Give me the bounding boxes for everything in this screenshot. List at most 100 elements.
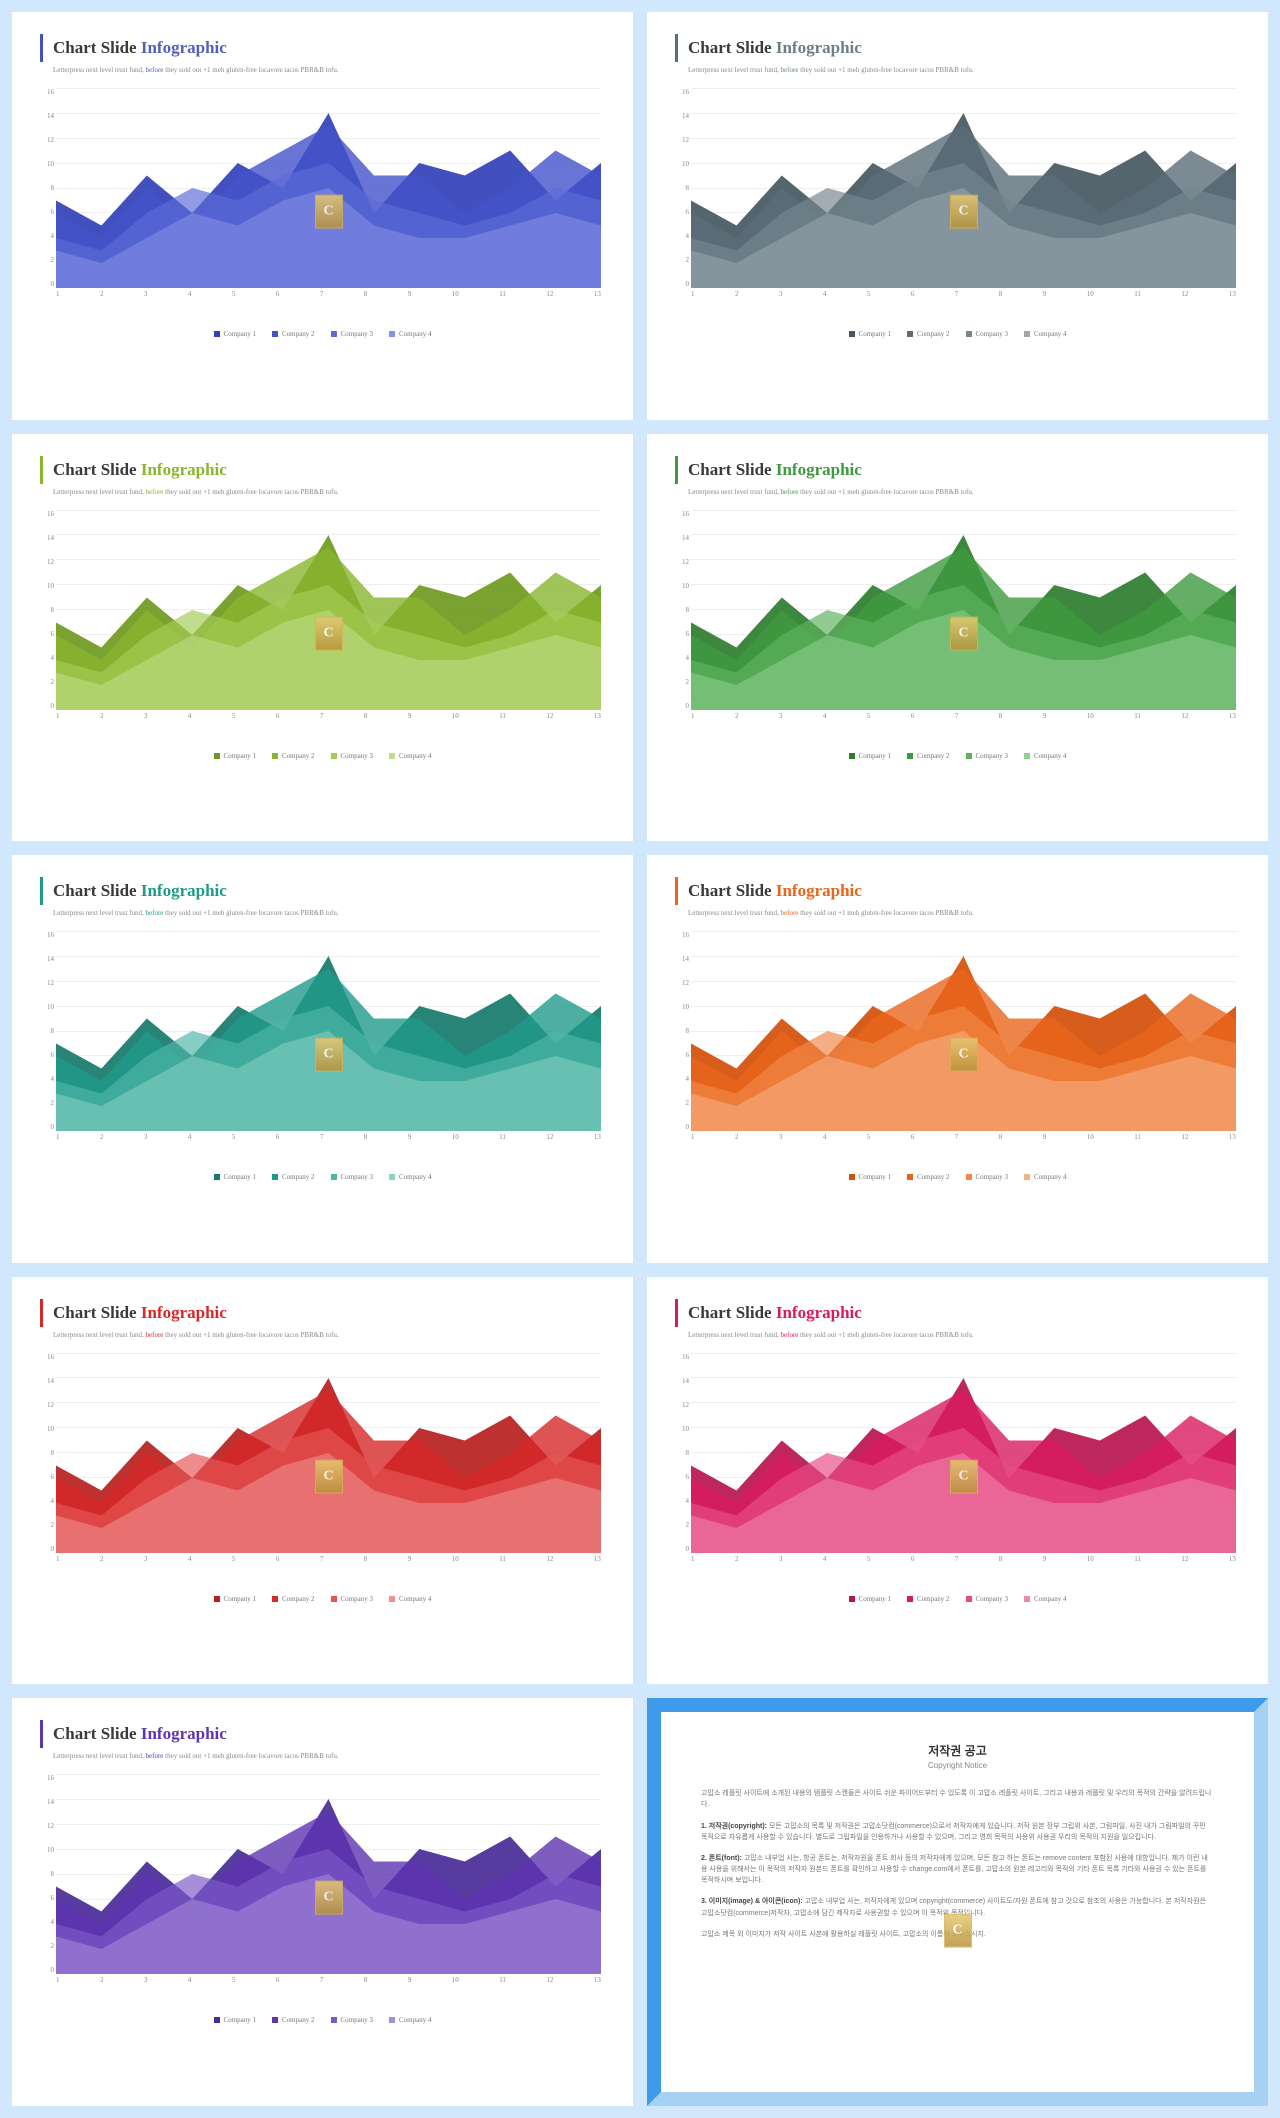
chart-area: 1614121086420 12345678910111213 C (56, 1353, 601, 1573)
x-tick-label: 4 (823, 712, 827, 730)
legend-swatch-icon (331, 331, 337, 337)
copyright-p4: 3. 이미지(image) & 아이콘(icon): 고맙소 내부업 사는, 저… (701, 1896, 1214, 1918)
title-prefix: Chart Slide (688, 38, 776, 57)
legend-swatch-icon (1024, 331, 1030, 337)
y-tick-label: 6 (40, 1894, 54, 1902)
x-tick-label: 3 (144, 1133, 148, 1151)
y-axis-labels: 1614121086420 (675, 88, 689, 288)
y-tick-label: 2 (675, 256, 689, 264)
x-tick-label: 2 (735, 1133, 739, 1151)
copyright-p5: 고맙소 제목 외 이미지가 저작 사이트 사본에 활용하실 레플릿 사이트, 고… (701, 1929, 1214, 1940)
chart-area: 1614121086420 12345678910111213 C (691, 510, 1236, 730)
y-tick-label: 6 (40, 1051, 54, 1059)
legend-swatch-icon (272, 753, 278, 759)
legend-label: Company 2 (282, 752, 314, 760)
y-tick-label: 0 (40, 702, 54, 710)
accent-bar (40, 1299, 43, 1327)
y-tick-label: 0 (675, 280, 689, 288)
title-accent: Infographic (141, 1303, 227, 1322)
legend-label: Company 1 (859, 330, 891, 338)
y-tick-label: 4 (40, 654, 54, 662)
legend-swatch-icon (331, 1174, 337, 1180)
legend-swatch-icon (849, 753, 855, 759)
legend: Company 1Company 2Company 3Company 4 (675, 330, 1240, 338)
title-row: Chart Slide Infographic (40, 34, 605, 62)
x-tick-label: 8 (999, 290, 1003, 308)
legend-item-4: Company 4 (1024, 752, 1066, 760)
chart-slide-3: Chart Slide Infographic Letterpress next… (12, 434, 633, 842)
copyright-title: 저작권 공고 (701, 1742, 1214, 1759)
x-tick-label: 5 (232, 1976, 236, 1994)
x-tick-label: 6 (276, 712, 280, 730)
y-tick-label: 0 (675, 1545, 689, 1553)
legend-label: Company 2 (282, 2016, 314, 2024)
y-tick-label: 0 (675, 702, 689, 710)
legend-item-4: Company 4 (389, 330, 431, 338)
x-tick-label: 7 (320, 1555, 324, 1573)
y-tick-label: 4 (675, 1075, 689, 1083)
legend-swatch-icon (214, 1596, 220, 1602)
x-tick-label: 4 (188, 712, 192, 730)
x-tick-label: 3 (779, 290, 783, 308)
chart-area: 1614121086420 12345678910111213 C (56, 931, 601, 1151)
legend-item-3: Company 3 (331, 1173, 373, 1181)
x-tick-label: 11 (499, 290, 506, 308)
x-tick-label: 11 (499, 1976, 506, 1994)
x-tick-label: 13 (1229, 1133, 1236, 1151)
x-tick-label: 1 (56, 1555, 60, 1573)
accent-bar (675, 34, 678, 62)
slide-subtitle: Letterpress next level trust fund, befor… (688, 66, 1240, 74)
x-tick-label: 9 (408, 290, 412, 308)
legend: Company 1Company 2Company 3Company 4 (675, 752, 1240, 760)
legend-label: Company 3 (341, 752, 373, 760)
legend-item-2: Company 2 (272, 752, 314, 760)
x-tick-label: 5 (867, 1555, 871, 1573)
y-tick-label: 6 (675, 1051, 689, 1059)
x-axis-labels: 12345678910111213 (56, 1555, 601, 1573)
chart-area: 1614121086420 12345678910111213 C (56, 510, 601, 730)
x-tick-label: 5 (232, 1133, 236, 1151)
x-tick-label: 13 (594, 712, 601, 730)
chart-area: 1614121086420 12345678910111213 C (691, 88, 1236, 308)
slide-subtitle: Letterpress next level trust fund, befor… (53, 488, 605, 496)
legend-swatch-icon (849, 331, 855, 337)
x-tick-label: 11 (1134, 1555, 1141, 1573)
copyright-p3: 2. 폰트(font): 고맙소 내부업 사는, 항공 폰트는, 저작자원을 폰… (701, 1853, 1214, 1887)
legend-item-1: Company 1 (849, 752, 891, 760)
x-tick-label: 8 (364, 290, 368, 308)
accent-bar (675, 456, 678, 484)
x-axis-labels: 12345678910111213 (691, 290, 1236, 308)
x-tick-label: 2 (100, 1133, 104, 1151)
chart-slide-8: Chart Slide Infographic Letterpress next… (647, 1277, 1268, 1685)
y-tick-label: 2 (40, 678, 54, 686)
legend-swatch-icon (214, 331, 220, 337)
x-tick-label: 6 (911, 712, 915, 730)
slide-title: Chart Slide Infographic (53, 460, 227, 480)
legend-swatch-icon (907, 1174, 913, 1180)
x-tick-label: 13 (594, 1555, 601, 1573)
chart-area: 1614121086420 12345678910111213 C (56, 88, 601, 308)
area-chart-svg (691, 931, 1236, 1131)
legend-item-3: Company 3 (966, 1173, 1008, 1181)
legend: Company 1Company 2Company 3Company 4 (40, 1595, 605, 1603)
x-tick-label: 8 (999, 1133, 1003, 1151)
area-chart-svg (56, 510, 601, 710)
x-tick-label: 6 (911, 1133, 915, 1151)
legend-item-3: Company 3 (966, 752, 1008, 760)
chart-area: 1614121086420 12345678910111213 C (691, 931, 1236, 1151)
legend-item-2: Company 2 (272, 330, 314, 338)
legend-item-2: Company 2 (272, 1173, 314, 1181)
x-tick-label: 1 (691, 1555, 695, 1573)
y-tick-label: 4 (675, 232, 689, 240)
chart-slide-6: Chart Slide Infographic Letterpress next… (647, 855, 1268, 1263)
x-tick-label: 1 (691, 1133, 695, 1151)
x-tick-label: 10 (1087, 712, 1094, 730)
y-tick-label: 14 (675, 534, 689, 542)
x-tick-label: 1 (56, 1976, 60, 1994)
copyright-p1: 고맙소 레플릿 사이트에 소개된 내용의 템플릿 스캔들은 사이트 쉬운 파이어… (701, 1788, 1214, 1810)
legend-item-2: Company 2 (272, 2016, 314, 2024)
x-axis-labels: 12345678910111213 (56, 290, 601, 308)
title-prefix: Chart Slide (53, 38, 141, 57)
x-tick-label: 9 (1043, 1133, 1047, 1151)
y-tick-label: 12 (675, 558, 689, 566)
